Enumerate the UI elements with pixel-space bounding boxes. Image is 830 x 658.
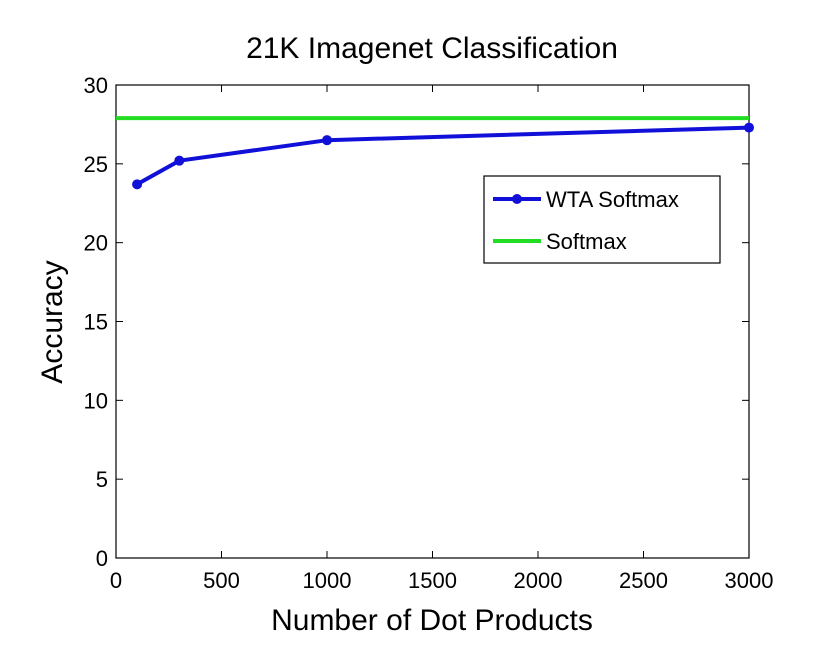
y-tick-label: 0 xyxy=(96,546,108,571)
data-point-wta-softmax xyxy=(322,135,332,146)
y-tick-label: 5 xyxy=(96,467,108,492)
x-tick-label: 1500 xyxy=(408,568,457,593)
data-point-wta-softmax xyxy=(744,122,754,133)
x-tick-label: 3000 xyxy=(725,568,774,593)
x-tick-label: 500 xyxy=(203,568,240,593)
x-tick-label: 2000 xyxy=(514,568,563,593)
y-tick-label: 15 xyxy=(84,310,108,335)
legend-box xyxy=(483,175,721,264)
legend-label-softmax: Softmax xyxy=(546,229,627,254)
legend-marker-wta-softmax xyxy=(512,194,522,204)
x-axis-title: Number of Dot Products xyxy=(271,604,593,637)
x-tick-label: 2500 xyxy=(619,568,668,593)
series-layer xyxy=(116,116,754,190)
y-axis-title: Accuracy xyxy=(36,260,69,383)
plot-area xyxy=(115,84,750,559)
legend: WTA Softmax Softmax xyxy=(483,175,721,264)
data-point-wta-softmax xyxy=(132,179,143,190)
data-point-wta-softmax xyxy=(174,155,185,166)
y-tick-label: 20 xyxy=(84,231,108,256)
y-tick-label: 30 xyxy=(84,73,108,98)
y-tick-label: 25 xyxy=(84,152,108,177)
x-tick-label: 0 xyxy=(110,568,122,593)
x-axis-ticks: 0 500 1000 1500 2000 2500 3000 xyxy=(110,85,774,593)
x-tick-label: 1000 xyxy=(303,568,352,593)
y-tick-label: 10 xyxy=(84,388,108,413)
series-line-wta-softmax xyxy=(136,125,750,187)
chart-title: 21K Imagenet Classification xyxy=(246,32,618,65)
y-axis-ticks: 0 5 10 15 20 25 30 xyxy=(84,73,749,571)
legend-label-wta-softmax: WTA Softmax xyxy=(546,187,679,212)
